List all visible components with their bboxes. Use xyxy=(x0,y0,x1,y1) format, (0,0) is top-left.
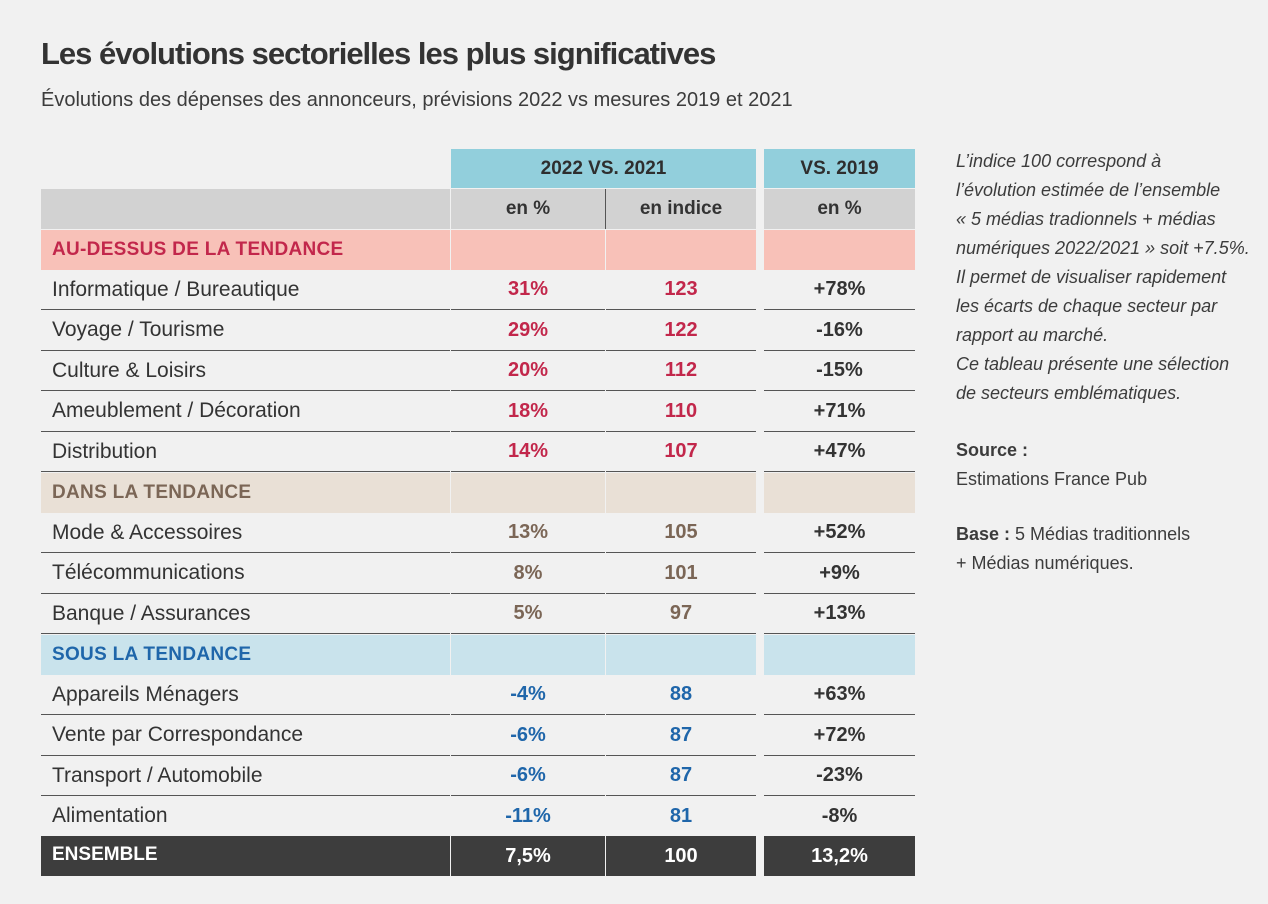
side-note-line: de secteurs emblématiques. xyxy=(956,383,1182,403)
row-index-2021: 112 xyxy=(606,351,756,392)
row-pct-2021: 8% xyxy=(451,554,605,594)
row-index-2021: 110 xyxy=(606,392,756,432)
side-note-line: rapport au marché. xyxy=(956,325,1109,345)
row-sector-name: Alimentation xyxy=(41,797,450,837)
row-index-2021: 122 xyxy=(606,311,756,351)
row-sector-name: Voyage / Tourisme xyxy=(41,311,450,351)
row-pct-2021: 5% xyxy=(451,594,605,635)
page-subtitle: Évolutions des dépenses des annonceurs, … xyxy=(41,89,793,111)
row-sector-name: Transport / Automobile xyxy=(41,756,450,797)
source-block: Source : Estimations France Pub xyxy=(956,436,1256,494)
total-index-2021: 100 xyxy=(606,836,756,876)
header-col-index: en indice xyxy=(606,189,756,229)
row-pct-2019: +13% xyxy=(764,594,915,635)
row-pct-2019: +78% xyxy=(764,270,915,310)
row-pct-2021: 13% xyxy=(451,513,605,553)
row-index-2021: 87 xyxy=(606,716,756,756)
row-index-2021: 107 xyxy=(606,432,756,473)
section-in-trend-band xyxy=(764,473,915,513)
row-sector-name: Télécommunications xyxy=(41,554,450,594)
section-above-trend-band xyxy=(764,230,915,270)
side-note-line: numériques 2022/2021 » soit +7.5%. xyxy=(956,238,1250,258)
section-above-trend-band xyxy=(606,230,756,270)
side-note-line: les écarts de chaque secteur par xyxy=(956,296,1218,316)
side-note-line: Ce tableau présente une sélection xyxy=(956,354,1230,374)
row-pct-2019: -23% xyxy=(764,756,915,797)
section-above-trend-band xyxy=(451,230,605,270)
header-group-2022-vs-2021: 2022 VS. 2021 xyxy=(451,149,756,188)
row-sector-name: Banque / Assurances xyxy=(41,594,450,635)
row-pct-2019: +47% xyxy=(764,432,915,473)
row-pct-2021: -6% xyxy=(451,716,605,756)
row-pct-2019: +9% xyxy=(764,554,915,594)
row-pct-2021: 14% xyxy=(451,432,605,473)
section-in-trend-label: DANS LA TENDANCE xyxy=(41,473,450,513)
section-in-trend-band xyxy=(606,473,756,513)
source-label: Source : xyxy=(956,440,1029,460)
base-block: Base : 5 Médias traditionnels + Médias n… xyxy=(956,520,1256,578)
base-text-line-2: + Médias numériques. xyxy=(956,553,1134,573)
row-index-2021: 97 xyxy=(606,594,756,635)
base-label: Base : xyxy=(956,524,1011,544)
section-below-trend-band xyxy=(764,635,915,675)
total-pct-2019: 13,2% xyxy=(764,836,915,876)
side-note: L’indice 100 correspond à l’évolution es… xyxy=(956,147,1256,408)
row-sector-name: Mode & Accessoires xyxy=(41,513,450,553)
side-note-line: Il permet de visualiser rapidement xyxy=(956,267,1227,287)
row-pct-2019: +72% xyxy=(764,716,915,756)
row-sector-name: Culture & Loisirs xyxy=(41,351,450,392)
row-pct-2019: +71% xyxy=(764,392,915,432)
row-index-2021: 101 xyxy=(606,554,756,594)
row-index-2021: 123 xyxy=(606,270,756,310)
row-sector-name: Ameublement / Décoration xyxy=(41,392,450,432)
row-pct-2019: -8% xyxy=(764,797,915,837)
row-sector-name: Appareils Ménagers xyxy=(41,675,450,715)
row-index-2021: 88 xyxy=(606,675,756,715)
source-text: Estimations France Pub xyxy=(956,469,1148,489)
row-index-2021: 81 xyxy=(606,797,756,837)
base-text: 5 Médias traditionnels xyxy=(1010,524,1191,544)
row-pct-2021: 29% xyxy=(451,311,605,351)
row-sector-name: Vente par Correspondance xyxy=(41,716,450,756)
row-pct-2019: +63% xyxy=(764,675,915,715)
total-pct-2021: 7,5% xyxy=(451,836,605,876)
row-index-2021: 105 xyxy=(606,513,756,553)
side-note-line: « 5 médias tradionnels + médias xyxy=(956,209,1216,229)
row-pct-2021: 18% xyxy=(451,392,605,432)
row-pct-2019: -15% xyxy=(764,351,915,392)
header-col-vs2019: en % xyxy=(764,189,915,229)
header-group-vs-2019: VS. 2019 xyxy=(764,149,915,188)
section-below-trend-label: SOUS LA TENDANCE xyxy=(41,635,450,675)
row-pct-2021: -11% xyxy=(451,797,605,837)
total-label: ENSEMBLE xyxy=(41,836,450,876)
side-note-line: l’évolution estimée de l’ensemble xyxy=(956,180,1221,200)
row-pct-2019: -16% xyxy=(764,311,915,351)
section-above-trend-label: AU-DESSUS DE LA TENDANCE xyxy=(41,230,450,270)
section-below-trend-band xyxy=(606,635,756,675)
row-sector-name: Informatique / Bureautique xyxy=(41,270,450,310)
column-divider xyxy=(605,189,606,229)
row-pct-2021: 20% xyxy=(451,351,605,392)
header-sub-label xyxy=(41,189,450,229)
side-note-line: L’indice 100 correspond à xyxy=(956,151,1162,171)
row-pct-2021: -4% xyxy=(451,675,605,715)
row-sector-name: Distribution xyxy=(41,432,450,473)
header-col-pct: en % xyxy=(451,189,605,229)
page-title: Les évolutions sectorielles les plus sig… xyxy=(41,36,716,71)
section-in-trend-band xyxy=(451,473,605,513)
section-below-trend-band xyxy=(451,635,605,675)
row-pct-2019: +52% xyxy=(764,513,915,553)
row-pct-2021: 31% xyxy=(451,270,605,310)
row-pct-2021: -6% xyxy=(451,756,605,797)
row-index-2021: 87 xyxy=(606,756,756,797)
